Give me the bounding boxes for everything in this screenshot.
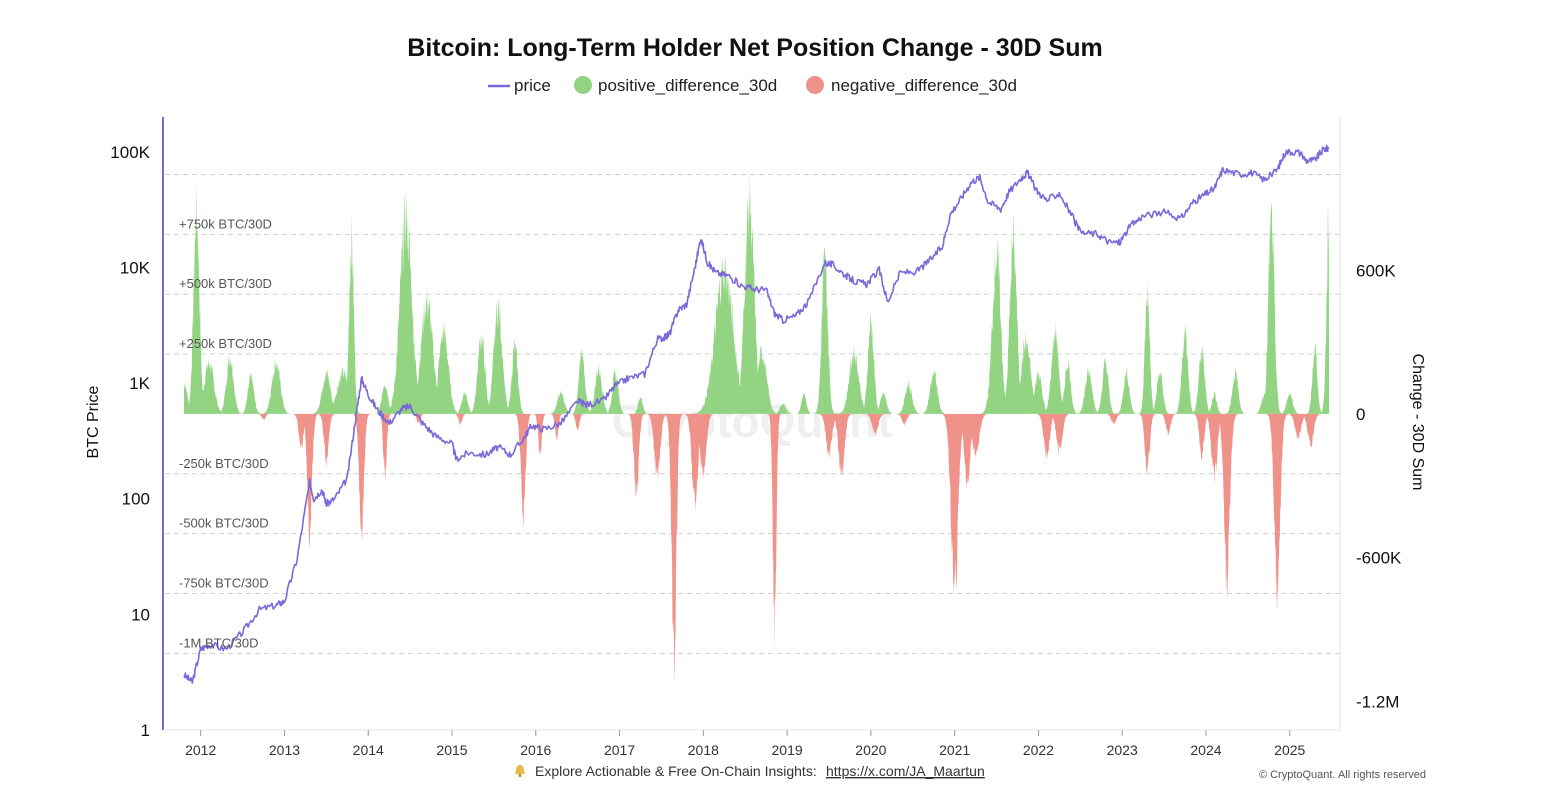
legend-negative-label: negative_difference_30d: [831, 76, 1017, 95]
threshold-label: +250k BTC/30D: [179, 336, 272, 351]
right-axis-ticks: -1.2M -600K 0 600K: [1356, 261, 1402, 711]
x-tick-label: 2013: [269, 742, 300, 758]
x-tick-label: 2015: [436, 742, 467, 758]
chart-title: Bitcoin: Long-Term Holder Net Position C…: [407, 34, 1102, 62]
price-series: [183, 144, 1330, 684]
x-tick-label: 2021: [939, 742, 970, 758]
threshold-label: -250k BTC/30D: [179, 456, 269, 471]
legend-price-label: price: [514, 76, 551, 95]
legend-item-positive[interactable]: positive_difference_30d: [574, 76, 777, 95]
left-tick-label: 10K: [120, 258, 151, 277]
negative-area: [183, 413, 1330, 684]
copyright: © CryptoQuant. All rights reserved: [1259, 769, 1426, 781]
left-tick-label: 10: [131, 605, 150, 624]
legend-positive-marker: [574, 76, 592, 94]
threshold-label: +750k BTC/30D: [179, 216, 272, 231]
left-axis-label: BTC Price: [85, 385, 102, 458]
right-tick-label: -600K: [1356, 549, 1402, 568]
left-tick-label: 100: [122, 490, 150, 509]
x-tick-label: 2019: [772, 742, 803, 758]
x-axis-ticks: 2012 2013 2014 2015 2016 2017 2018 2019 2020 2021…: [185, 730, 1306, 758]
legend-positive-label: positive_difference_30d: [598, 76, 777, 95]
threshold-label: -500k BTC/30D: [179, 516, 269, 531]
legend-item-price[interactable]: price: [488, 76, 551, 95]
threshold-label: +500k BTC/30D: [179, 276, 272, 291]
plot-areas: [183, 167, 1330, 684]
right-axis-label: Change - 30D Sum: [1409, 354, 1426, 491]
footer: Explore Actionable & Free On-Chain Insig…: [515, 763, 1426, 781]
threshold-label: -1M BTC/30D: [179, 635, 258, 650]
legend-negative-marker: [806, 76, 824, 94]
right-tick-label: 0: [1356, 405, 1365, 424]
x-tick-label: 2016: [520, 742, 551, 758]
legend-item-negative[interactable]: negative_difference_30d: [806, 76, 1017, 95]
left-tick-label: 1: [141, 721, 150, 740]
left-tick-label: 1K: [129, 374, 150, 393]
price-line: [183, 144, 1330, 684]
bell-icon: [515, 765, 525, 777]
right-tick-label: 600K: [1356, 261, 1396, 280]
legend: price positive_difference_30d negative_d…: [488, 76, 1017, 95]
threshold-annotations: +750k BTC/30D +500k BTC/30D +250k BTC/30D -…: [179, 216, 272, 650]
threshold-label: -750k BTC/30D: [179, 576, 269, 591]
right-tick-label: -1.2M: [1356, 692, 1399, 711]
left-axis-ticks: 1 10 100 1K 10K 100K: [110, 143, 150, 740]
footer-text: Explore Actionable & Free On-Chain Insig…: [535, 763, 817, 779]
x-tick-label: 2025: [1274, 742, 1305, 758]
footer-link[interactable]: https://x.com/JA_Maartun: [826, 763, 985, 779]
x-tick-label: 2014: [353, 742, 384, 758]
x-tick-label: 2024: [1190, 742, 1221, 758]
x-tick-label: 2020: [855, 742, 886, 758]
x-tick-label: 2022: [1023, 742, 1054, 758]
axes: [162, 117, 1341, 731]
positive-area: [183, 167, 1330, 414]
x-tick-label: 2017: [604, 742, 635, 758]
x-tick-label: 2023: [1107, 742, 1138, 758]
left-tick-label: 100K: [110, 143, 150, 162]
x-tick-label: 2018: [688, 742, 719, 758]
x-tick-label: 2012: [185, 742, 216, 758]
